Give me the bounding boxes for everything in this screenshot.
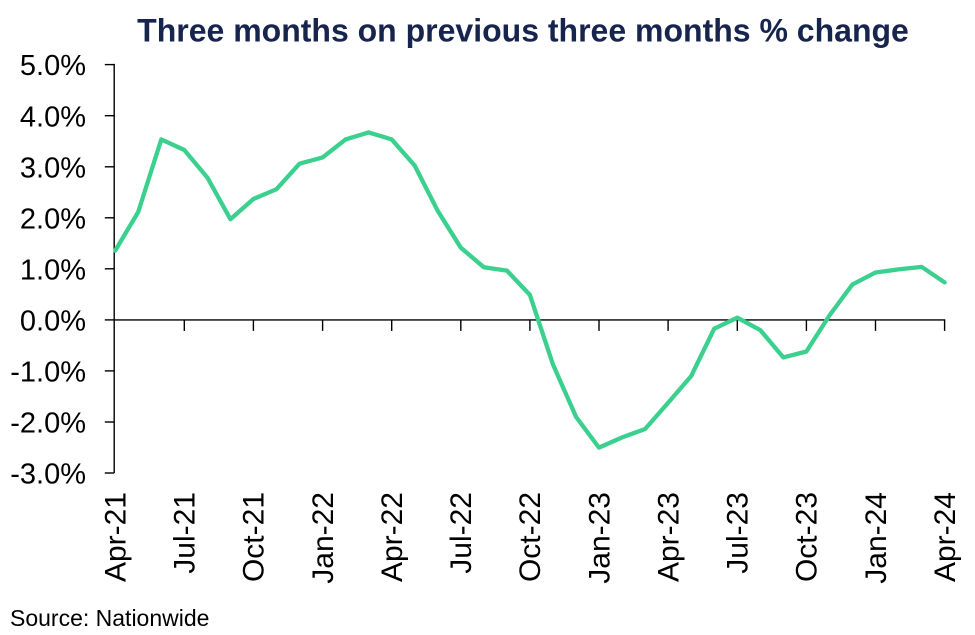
svg-text:Apr-21: Apr-21 — [100, 492, 133, 582]
svg-text:1.0%: 1.0% — [20, 254, 86, 286]
svg-text:Apr-24: Apr-24 — [929, 492, 962, 582]
svg-text:Oct-21: Oct-21 — [238, 492, 271, 582]
svg-text:Jan-22: Jan-22 — [307, 492, 340, 584]
svg-text:Source: Nationwide: Source: Nationwide — [10, 605, 209, 631]
svg-text:Jul-21: Jul-21 — [169, 492, 202, 574]
svg-text:Jan-23: Jan-23 — [583, 492, 616, 584]
svg-text:2.0%: 2.0% — [20, 203, 86, 235]
svg-text:Jul-23: Jul-23 — [722, 492, 755, 574]
svg-text:Jul-22: Jul-22 — [445, 492, 478, 574]
svg-text:Oct-23: Oct-23 — [791, 492, 824, 582]
svg-text:0.0%: 0.0% — [20, 306, 86, 338]
svg-text:-3.0%: -3.0% — [10, 459, 86, 491]
svg-text:Apr-22: Apr-22 — [376, 492, 409, 582]
svg-text:-1.0%: -1.0% — [10, 357, 86, 389]
svg-text:5.0%: 5.0% — [20, 50, 86, 82]
svg-text:Jan-24: Jan-24 — [860, 492, 893, 584]
svg-text:Three months on previous three: Three months on previous three months % … — [137, 12, 909, 48]
svg-text:Apr-23: Apr-23 — [652, 492, 685, 582]
svg-text:Oct-22: Oct-22 — [514, 492, 547, 582]
svg-text:4.0%: 4.0% — [20, 101, 86, 133]
svg-text:3.0%: 3.0% — [20, 152, 86, 184]
svg-text:-2.0%: -2.0% — [10, 408, 86, 440]
